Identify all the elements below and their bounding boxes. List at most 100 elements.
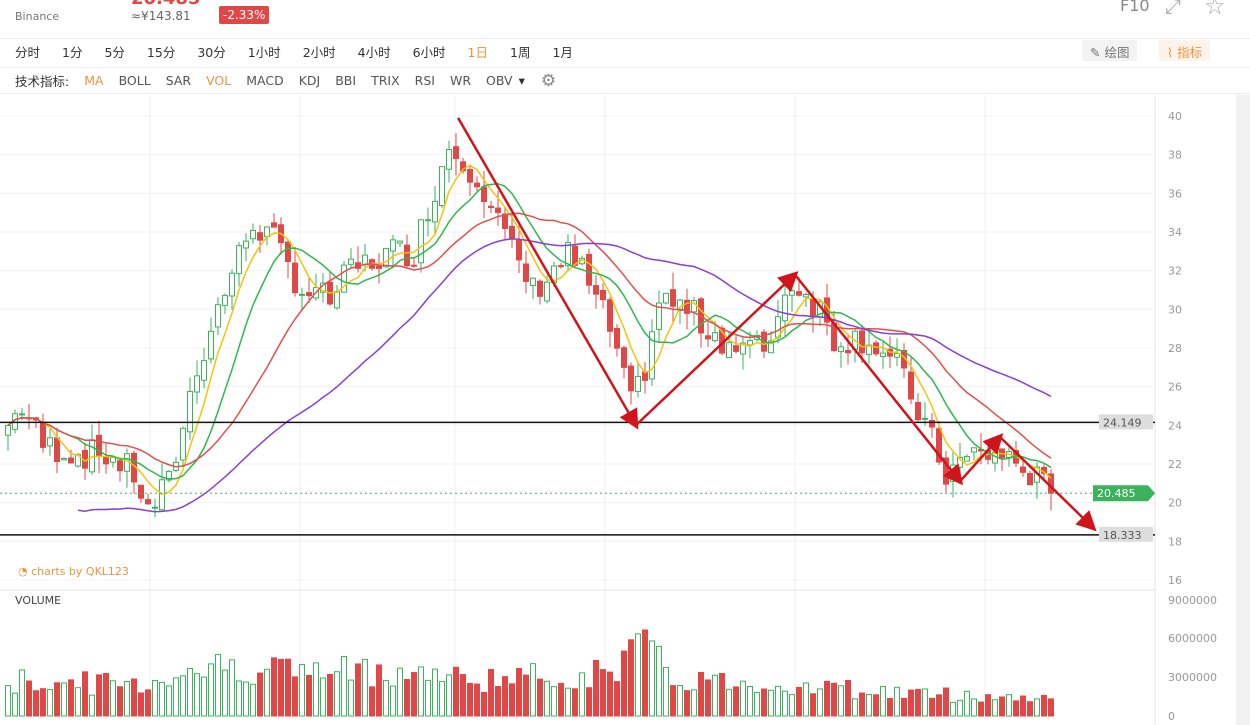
volume-bar xyxy=(1013,700,1019,717)
volume-bar xyxy=(880,686,886,717)
volume-bar xyxy=(971,698,977,717)
candle-body xyxy=(964,455,970,462)
volume-bar xyxy=(425,679,431,717)
period-tab[interactable]: 15分 xyxy=(146,44,176,60)
gear-icon[interactable]: ⚙ xyxy=(540,70,557,91)
candlestick-chart[interactable]: 40 38 36 34 32 30 28 26 24 22 20 18 16 9000000 6000000… xyxy=(0,95,1222,725)
volume-bar xyxy=(68,679,74,717)
candle-body xyxy=(558,265,564,268)
volume-bar xyxy=(166,685,172,717)
volume-bar xyxy=(866,693,872,717)
candle-body xyxy=(40,421,46,448)
candle-body xyxy=(348,258,354,265)
price-tick: 30 xyxy=(1168,303,1182,316)
price-tick: 16 xyxy=(1168,574,1182,587)
candle-body xyxy=(684,299,690,314)
volume-bar xyxy=(873,694,879,717)
volume-bar xyxy=(824,680,830,717)
indicator-tab-boll[interactable]: BOLL xyxy=(118,73,151,88)
volume-bar xyxy=(670,685,676,717)
watermark-text: charts by QKL123 xyxy=(31,565,129,578)
candle-body xyxy=(68,457,74,464)
trend-arrow xyxy=(999,435,1097,532)
price-tick: 38 xyxy=(1168,149,1182,162)
volume-bar xyxy=(691,689,697,717)
indicator-tab-rsi[interactable]: RSI xyxy=(414,73,435,88)
volume-bar xyxy=(684,690,690,717)
volume-bar xyxy=(635,633,641,717)
volume-bar xyxy=(61,682,67,717)
volume-bar xyxy=(26,680,32,717)
candle-body xyxy=(663,292,669,304)
price-tick: 28 xyxy=(1168,342,1182,355)
f10-button[interactable]: F10 xyxy=(1120,0,1150,15)
candle-body xyxy=(586,253,592,286)
indicator-tab-vol[interactable]: VOL xyxy=(206,73,232,88)
volume-bar xyxy=(516,668,522,717)
period-tab[interactable]: 1月 xyxy=(552,44,573,60)
volume-bar xyxy=(740,680,746,717)
candle-body xyxy=(5,425,11,436)
period-tab[interactable]: 1周 xyxy=(510,44,531,60)
indicator-button[interactable]: ⌇ 指标 xyxy=(1159,40,1211,61)
volume-tick: 6000000 xyxy=(1168,632,1217,645)
chart-area[interactable]: 40 38 36 34 32 30 28 26 24 22 20 18 16 9000000 6000000… xyxy=(0,95,1222,725)
candle-body xyxy=(593,285,599,295)
fullscreen-icon[interactable]: ⤢ xyxy=(1165,0,1181,18)
candle-body xyxy=(292,262,298,294)
indicator-tab-macd[interactable]: MACD xyxy=(246,73,284,88)
period-tab[interactable]: 6小时 xyxy=(412,44,446,60)
volume-bar xyxy=(299,664,305,717)
period-tab[interactable]: 30分 xyxy=(197,44,226,60)
level-label-bg xyxy=(1099,414,1153,430)
volume-bar xyxy=(859,692,865,717)
indicator-tab-bbi[interactable]: BBI xyxy=(335,73,357,88)
candle-body xyxy=(390,239,396,252)
candle-body xyxy=(166,470,172,481)
candle-body xyxy=(453,146,459,160)
volume-bar xyxy=(180,675,186,717)
candle-body xyxy=(180,427,186,461)
volume-bar xyxy=(467,682,473,717)
candle-body xyxy=(614,327,620,349)
indicator-tab-sar[interactable]: SAR xyxy=(165,73,192,88)
indicator-tab-ma[interactable]: MA xyxy=(84,73,104,88)
candle-body xyxy=(670,289,676,307)
chevron-down-icon[interactable]: ▾ xyxy=(518,73,525,88)
indicator-tab-trix[interactable]: TRIX xyxy=(371,73,400,88)
volume-bar xyxy=(369,686,375,717)
logo-icon: ◔ xyxy=(18,565,32,578)
price-tick: 22 xyxy=(1168,458,1182,471)
volume-bar xyxy=(509,683,515,717)
volume-bar xyxy=(936,694,942,717)
volume-bar xyxy=(54,682,60,717)
star-icon[interactable]: ☆ xyxy=(1204,0,1226,20)
period-tab[interactable]: 2小时 xyxy=(302,44,336,60)
period-tab[interactable]: 4小时 xyxy=(357,44,391,60)
indicator-tab-wr[interactable]: WR xyxy=(449,73,472,88)
candle-body xyxy=(726,342,732,359)
indicator-tab-obv[interactable]: OBV xyxy=(486,73,513,88)
candle-body xyxy=(915,402,921,421)
draw-button[interactable]: ✎ 绘图 xyxy=(1082,40,1138,61)
volume-bar xyxy=(222,669,228,717)
candle-body xyxy=(187,391,193,433)
candle-body xyxy=(201,360,207,381)
volume-bar xyxy=(705,679,711,717)
indicator-tab-kdj[interactable]: KDJ xyxy=(298,73,321,88)
candle-body xyxy=(838,346,844,353)
period-tab[interactable]: 5分 xyxy=(104,44,125,60)
volume-bar xyxy=(789,694,795,717)
volume-bar xyxy=(208,663,214,717)
chart-icon: ⌇ xyxy=(1167,45,1178,60)
period-tab[interactable]: 1分 xyxy=(62,44,83,60)
period-tab[interactable]: 1日 xyxy=(467,44,488,60)
volume-bar xyxy=(544,680,550,717)
volume-bar xyxy=(1020,695,1026,717)
volume-bar xyxy=(404,678,410,717)
volume-bar xyxy=(488,669,494,717)
period-tab[interactable]: 分时 xyxy=(15,44,41,60)
volume-bar xyxy=(901,697,907,717)
scrollbar[interactable] xyxy=(1236,95,1250,725)
period-tab[interactable]: 1小时 xyxy=(247,44,281,60)
